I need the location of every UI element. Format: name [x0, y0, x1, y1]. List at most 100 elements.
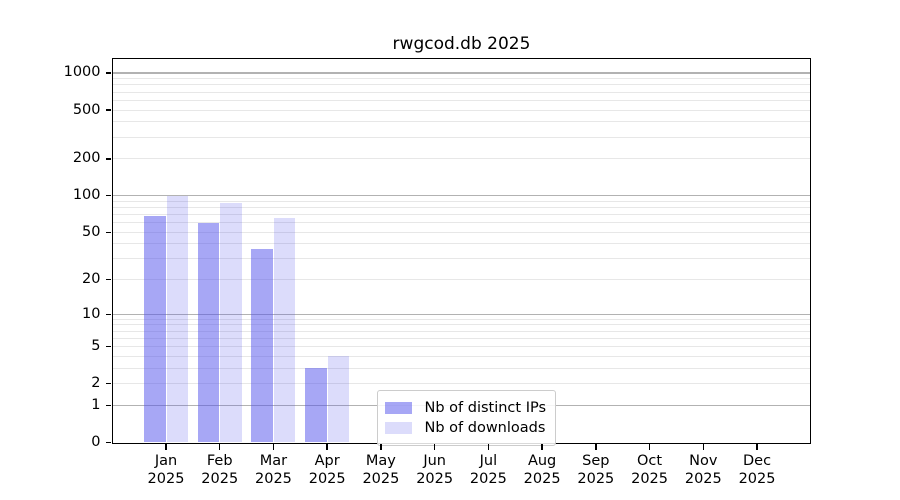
bar-jan-downloads: [166, 195, 188, 443]
legend: Nb of distinct IPs Nb of downloads: [376, 389, 557, 446]
x-tick-month: Aug: [527, 452, 557, 469]
gridline-major: [112, 72, 810, 74]
bar-apr-distinct-ips: [305, 368, 327, 443]
x-tick-year: 2025: [147, 471, 185, 487]
y-axis-tick-label: 2: [91, 375, 101, 392]
legend-swatch-downloads: [384, 421, 412, 434]
y-axis-tick-mark: [105, 383, 111, 385]
x-tick-year: 2025: [684, 471, 722, 487]
chart-title: rwgcod.db 2025: [392, 34, 531, 54]
y-axis-tick-label: 200: [72, 150, 101, 167]
y-axis-tick-mark: [105, 278, 111, 281]
gridline-minor: [112, 84, 810, 86]
x-tick-year: 2025: [201, 471, 239, 487]
legend-item-distinct-ips: Nb of distinct IPs: [384, 398, 547, 418]
x-axis-tick-label: Aug 2025: [510, 452, 574, 489]
plot-area: Nb of distinct IPs Nb of downloads 0 1 2 5 1…: [64, 57, 811, 487]
x-tick-year: 2025: [416, 471, 454, 487]
x-tick-month: Feb: [206, 452, 233, 469]
x-tick-month: Mar: [259, 452, 288, 469]
x-tick-month: Sep: [582, 452, 610, 469]
legend-swatch-distinct-ips: [384, 401, 412, 414]
y-axis-tick-label: 500: [72, 101, 101, 118]
x-tick-month: Dec: [742, 452, 772, 469]
legend-item-downloads: Nb of downloads: [384, 418, 547, 438]
gridline-major: [112, 313, 810, 315]
gridline-minor: [112, 279, 810, 281]
y-axis-tick-mark: [105, 345, 111, 348]
x-axis-tick-label: Jul 2025: [456, 452, 520, 489]
gridline-minor: [112, 243, 810, 245]
y-axis-tick-mark: [105, 72, 111, 74]
gridline-minor: [112, 231, 810, 233]
x-tick-month: Jan: [154, 452, 178, 469]
x-axis-tick-mark: [756, 444, 758, 450]
x-tick-year: 2025: [469, 471, 507, 487]
bar-feb-downloads: [220, 203, 242, 443]
legend-label-downloads: Nb of downloads: [424, 419, 546, 436]
legend-label-distinct-ips: Nb of distinct IPs: [424, 399, 547, 416]
x-axis-tick-mark: [219, 444, 221, 450]
bar-mar-distinct-ips: [251, 249, 273, 443]
gridline-minor: [112, 330, 810, 332]
gridline-minor: [112, 367, 810, 369]
y-axis-tick-mark: [105, 109, 111, 111]
gridline-minor: [112, 200, 810, 202]
bar-jan-distinct-ips: [144, 216, 166, 443]
y-axis-tick-label: 100: [72, 187, 101, 204]
bar-mar-downloads: [273, 217, 296, 443]
gridline-minor: [112, 258, 810, 260]
gridline-minor: [112, 337, 810, 339]
x-axis-tick-mark: [595, 444, 597, 450]
y-axis-tick-mark: [105, 231, 111, 233]
gridline-minor: [112, 383, 810, 385]
x-axis-tick-mark: [272, 444, 275, 450]
x-tick-year: 2025: [631, 471, 669, 487]
y-axis-tick-mark: [105, 441, 111, 444]
y-axis-tick-label: 0: [91, 434, 101, 450]
gridline-minor: [112, 99, 810, 101]
x-tick-year: 2025: [255, 471, 292, 487]
gridline-minor: [112, 318, 810, 320]
x-axis-tick-mark: [541, 444, 543, 450]
gridline-minor: [112, 355, 810, 357]
bar-feb-distinct-ips: [197, 222, 220, 443]
gridline-minor: [112, 91, 810, 93]
x-tick-year: 2025: [362, 471, 400, 487]
y-axis-tick-mark: [105, 404, 111, 407]
x-axis-tick-label: Oct 2025: [618, 452, 682, 489]
gridline-minor: [112, 214, 810, 216]
x-axis-tick-mark: [326, 444, 328, 450]
y-axis-tick-label: 5: [91, 338, 101, 355]
y-axis-tick-mark: [105, 313, 111, 315]
x-axis-tick-label: May 2025: [349, 452, 413, 489]
gridline-minor: [112, 324, 810, 326]
gridline-major: [112, 195, 810, 197]
gridline-minor: [112, 346, 810, 348]
x-tick-month: May: [365, 452, 396, 469]
gridline-minor: [112, 206, 810, 208]
gridline-minor: [112, 222, 810, 224]
x-axis-tick-mark: [702, 444, 704, 450]
x-tick-year: 2025: [523, 471, 561, 487]
x-tick-month: Jul: [479, 452, 498, 469]
x-axis-tick-mark: [165, 444, 167, 450]
y-axis-tick-label: 10: [82, 305, 101, 322]
x-axis-tick-label: Jan 2025: [134, 452, 198, 489]
x-axis-tick-mark: [380, 444, 382, 450]
x-axis-tick-label: Apr 2025: [295, 452, 359, 489]
gridline-minor: [112, 136, 810, 138]
x-axis-tick-label: Nov 2025: [671, 452, 735, 489]
y-axis-tick-mark: [105, 158, 111, 160]
gridline-minor: [112, 109, 810, 111]
x-tick-year: 2025: [308, 471, 346, 487]
x-tick-month: Oct: [637, 452, 663, 469]
x-axis-tick-mark: [433, 444, 436, 450]
x-tick-year: 2025: [577, 471, 615, 487]
x-axis-tick-mark: [487, 444, 490, 450]
x-tick-month: Apr: [314, 452, 340, 469]
gridline-minor: [112, 158, 810, 160]
gridline-minor: [112, 121, 810, 123]
y-axis-tick-label: 1000: [63, 64, 101, 81]
